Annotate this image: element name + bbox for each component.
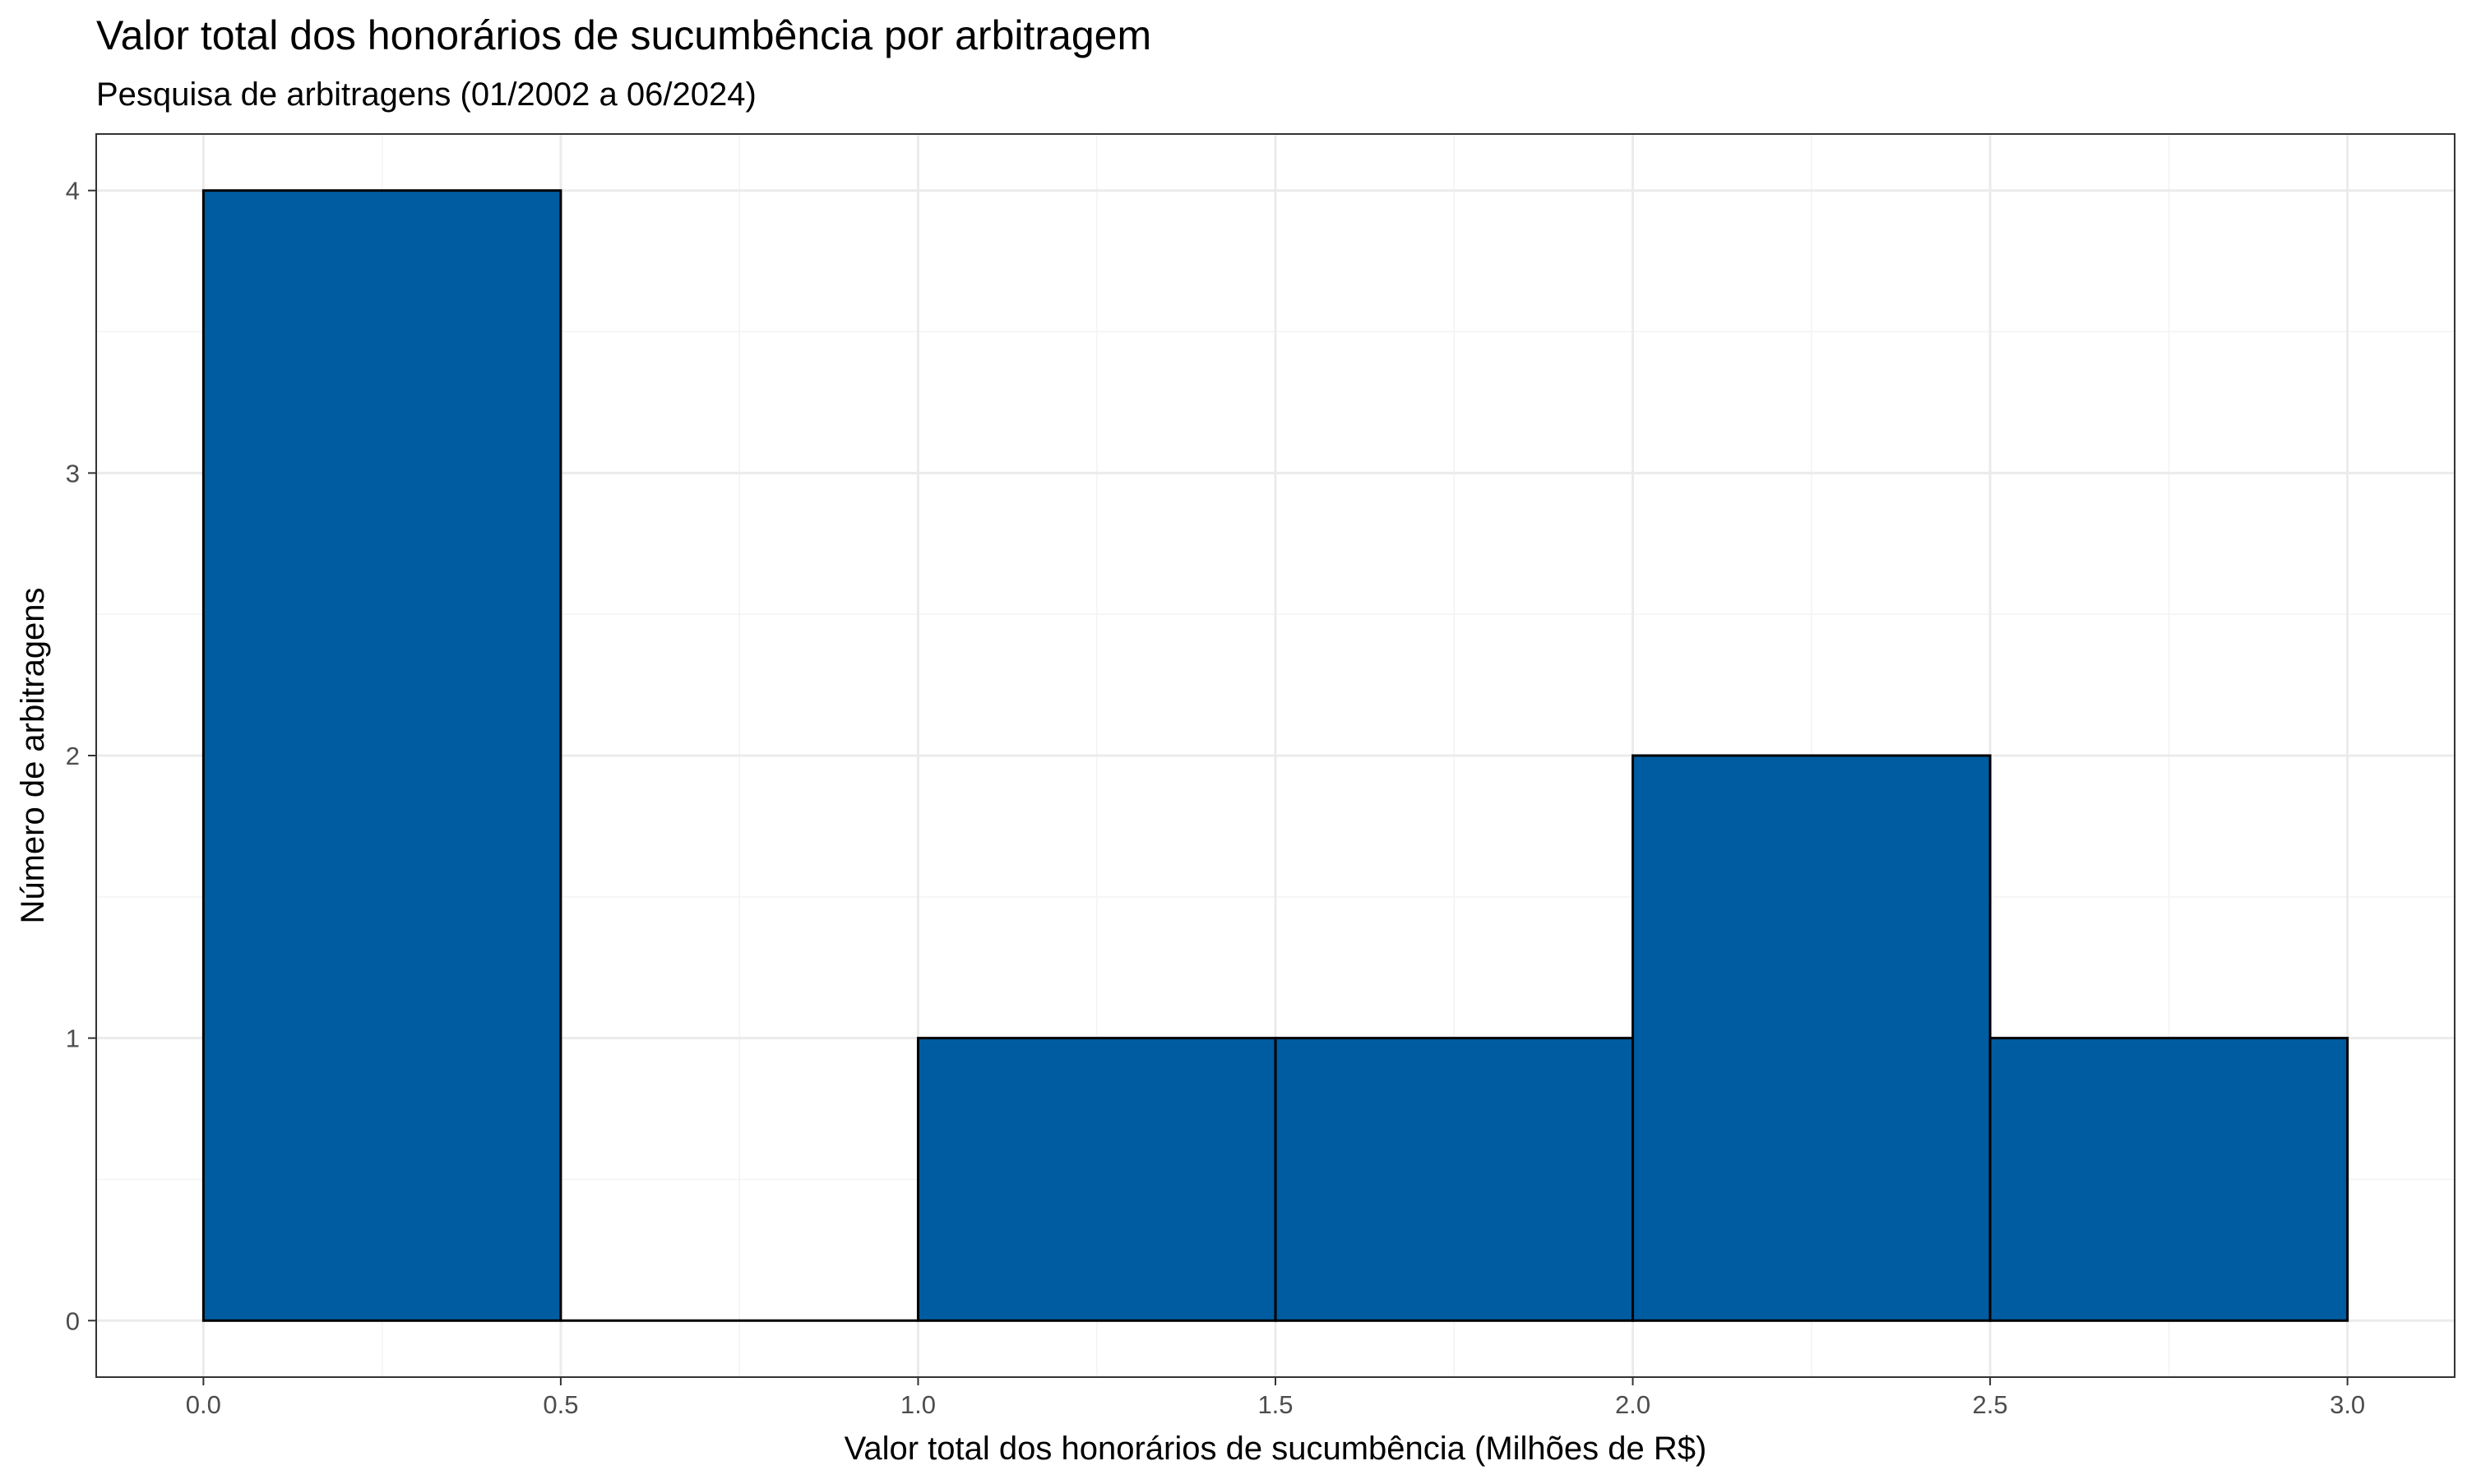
histogram-bar-4	[1632, 754, 1992, 1322]
y-tick-label: 1	[66, 1024, 80, 1053]
bars-layer	[201, 189, 2349, 1322]
chart-title: Valor total dos honorários de sucumbênci…	[96, 12, 1151, 58]
y-axis-title: Número de arbitragens	[15, 587, 51, 923]
histogram-bar-0	[201, 189, 562, 1322]
x-tick-label: 0.0	[186, 1390, 221, 1419]
x-tick-label: 0.5	[543, 1390, 578, 1419]
histogram-bar-5	[1988, 1037, 2349, 1322]
y-tick-label: 3	[66, 459, 80, 488]
x-axis-title: Valor total dos honorários de sucumbênci…	[845, 1431, 1707, 1467]
x-tick-label: 3.0	[2330, 1390, 2365, 1419]
x-tick-label: 2.0	[1615, 1390, 1650, 1419]
x-tick-label: 2.5	[1973, 1390, 2008, 1419]
y-tick-label: 4	[66, 177, 80, 206]
chart-subtitle: Pesquisa de arbitragens (01/2002 a 06/20…	[96, 76, 757, 113]
histogram-bar-3	[1274, 1037, 1635, 1322]
y-tick-label: 2	[66, 742, 80, 770]
ticks-layer: 0.0 0.5 1.0 1.5 2.0 2.5 3.0 0 1 2 3 4	[66, 177, 2365, 1419]
x-tick-label: 1.5	[1257, 1390, 1293, 1419]
x-tick-label: 1.0	[900, 1390, 936, 1419]
histogram-bar-2	[916, 1037, 1277, 1322]
y-tick-label: 0	[66, 1306, 80, 1335]
